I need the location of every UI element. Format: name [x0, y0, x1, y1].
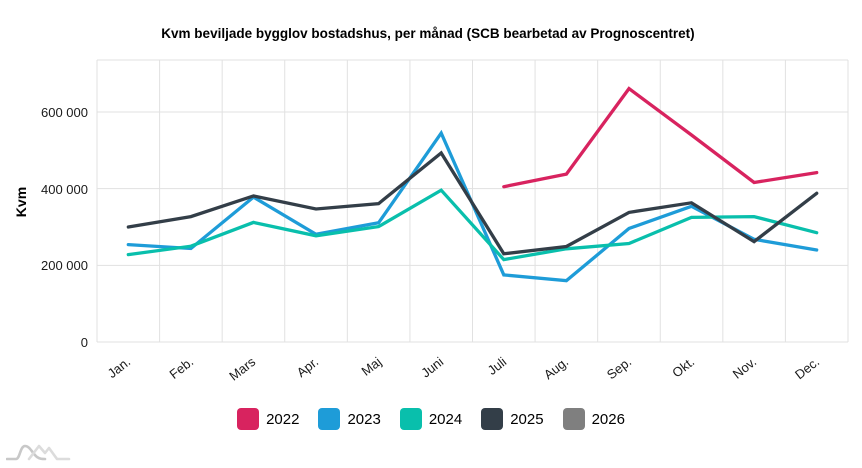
- y-tick-label: 0: [80, 335, 88, 350]
- legend-label: 2023: [347, 410, 381, 428]
- legend-swatch: [481, 408, 504, 430]
- legend-swatch: [562, 408, 585, 430]
- mountains-logo-icon: [6, 444, 71, 461]
- legend-item-2022[interactable]: 2022: [237, 408, 299, 430]
- legend-swatch: [399, 408, 422, 430]
- legend-swatch: [318, 408, 341, 430]
- y-tick-label: 400 000: [41, 181, 88, 197]
- legend: 2022 2023 2024 2025 2026: [0, 408, 862, 430]
- chart-title: Kvm beviljade bygglov bostadshus, per må…: [161, 26, 695, 41]
- legend-item-2025[interactable]: 2025: [481, 408, 544, 430]
- y-tick-label: 600 000: [41, 104, 88, 120]
- series-line-2022[interactable]: [502, 86, 819, 189]
- legend-label: 2025: [510, 410, 544, 428]
- legend-item-2023[interactable]: 2023: [318, 408, 381, 430]
- legend-item-2024[interactable]: 2024: [399, 408, 463, 430]
- series-line-2024[interactable]: [126, 188, 819, 262]
- legend-label: 2024: [428, 410, 463, 428]
- y-tick-label: 200 000: [41, 258, 88, 274]
- legend-item-2026[interactable]: 2026: [562, 408, 625, 430]
- series-line-2025[interactable]: [126, 150, 819, 256]
- legend-label: 2022: [266, 410, 300, 428]
- legend-swatch: [237, 408, 260, 430]
- legend-label: 2026: [591, 410, 625, 428]
